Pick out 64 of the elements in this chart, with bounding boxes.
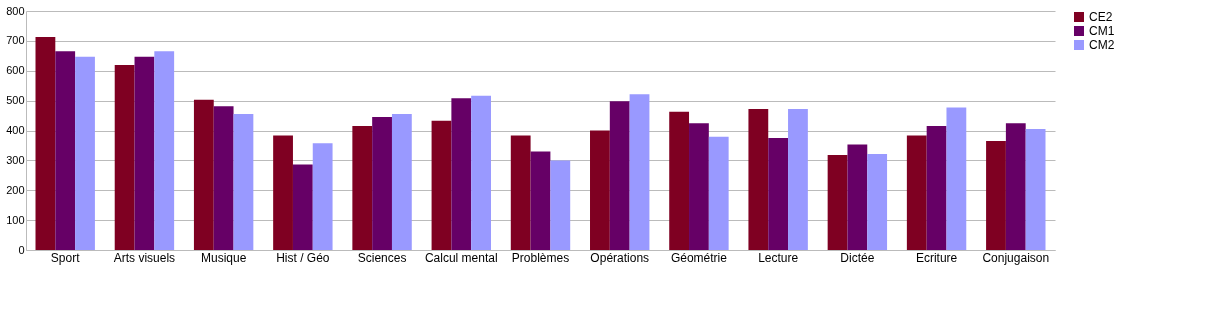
bar: [530, 151, 551, 250]
bar: [451, 98, 472, 250]
bar: [372, 117, 392, 250]
bar: [292, 164, 313, 250]
y-tick-label: 100: [6, 213, 25, 226]
y-tick-label: 400: [6, 124, 25, 136]
bar: [708, 136, 729, 250]
y-tick-label: 200: [6, 183, 25, 196]
bar: [75, 56, 95, 250]
bar: [35, 36, 56, 250]
bar: [867, 154, 888, 250]
bar: [510, 135, 531, 250]
bar: [233, 114, 254, 250]
bar: [1025, 129, 1046, 250]
bar: [590, 130, 610, 250]
bar: [906, 135, 927, 250]
y-tick-label: 700: [6, 34, 25, 47]
bar: [134, 56, 155, 250]
x-tick-label: Conjugaison: [982, 250, 1050, 265]
y-tick-label: 800: [6, 4, 25, 17]
bar: [986, 140, 1006, 250]
bar: [154, 51, 175, 250]
x-tick-label: Sport: [50, 250, 81, 265]
bar: [1005, 123, 1026, 250]
bar: [748, 108, 769, 250]
bar: [391, 114, 412, 250]
legend-label: CM1: [1089, 24, 1115, 38]
bar: [213, 106, 234, 250]
y-tick-label: 300: [6, 153, 25, 166]
bar: [609, 101, 630, 250]
x-tick-label: Ecriture: [915, 250, 958, 265]
bar: [431, 120, 452, 250]
bar: [193, 99, 214, 250]
y-tick-label: 0: [18, 243, 25, 256]
legend-label: CM2: [1089, 38, 1115, 52]
bar: [550, 160, 571, 250]
x-tick-label: Calcul mental: [424, 250, 498, 265]
y-tick-label: 500: [6, 94, 25, 107]
x-tick-label: Opérations: [590, 250, 650, 265]
bar: [629, 94, 650, 250]
bar: [847, 144, 868, 250]
bar: [471, 95, 491, 250]
x-tick-label: Problèmes: [511, 250, 570, 265]
bar: [926, 126, 947, 250]
bar: [788, 108, 808, 250]
bar: [312, 143, 333, 250]
bar: [114, 65, 135, 250]
bar: [55, 51, 76, 250]
bar: [669, 111, 690, 250]
x-tick-label: Géométrie: [670, 250, 728, 265]
bar: [352, 126, 373, 250]
x-tick-label: Hist / Géo: [276, 250, 330, 265]
bar: [273, 135, 293, 250]
bar: [689, 123, 709, 250]
x-tick-label: Arts visuels: [113, 250, 176, 265]
y-tick-label: 600: [6, 64, 25, 77]
x-tick-label: Musique: [200, 250, 247, 265]
legend-label: CE2: [1089, 10, 1113, 24]
x-tick-label: Sciences: [357, 250, 407, 265]
x-tick-label: Lecture: [758, 250, 799, 265]
bar: [827, 155, 848, 250]
bar: [946, 107, 967, 250]
x-tick-label: Dictée: [840, 250, 875, 265]
bar: [768, 137, 789, 250]
